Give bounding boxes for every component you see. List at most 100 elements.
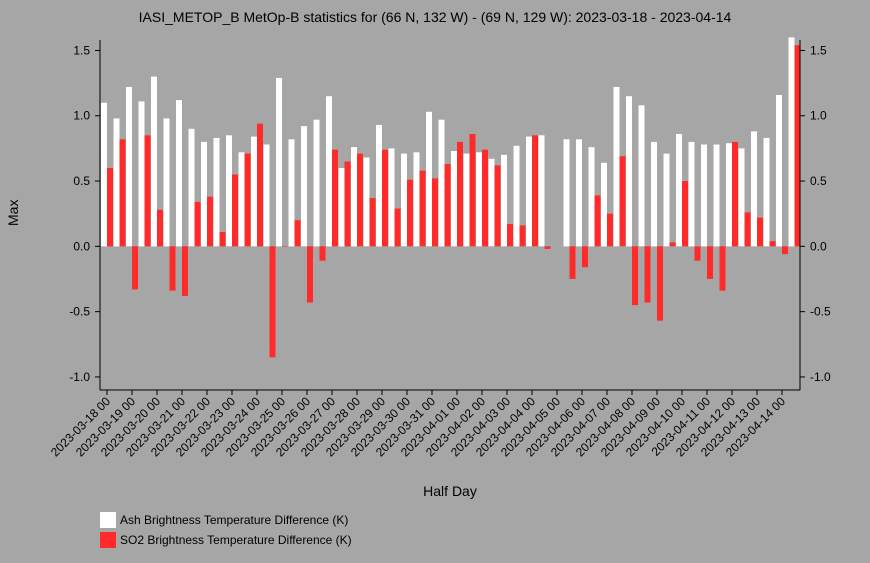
bar-ash-11 [238,152,245,247]
y-tick-label-right-4: 1.0 [810,109,827,123]
bar-ash-3 [138,101,145,247]
bar-ash-43 [638,105,645,247]
bar-so2-17 [319,246,326,261]
bar-ash-0 [101,102,107,247]
bar-so2-55 [794,45,801,247]
y-tick-label-right-2: 0.0 [810,239,827,253]
bar-so2-49 [719,246,726,291]
legend: Ash Brightness Temperature Difference (K… [100,512,352,552]
bar-ash-29 [463,153,470,247]
bar-ash-23 [388,148,395,247]
bar-so2-24 [407,179,413,247]
bar-ash-50 [726,143,732,247]
bar-ash-51 [738,148,745,247]
legend-item-so2: SO2 Brightness Temperature Difference (K… [100,532,352,548]
y-tick-label-right-5: 1.5 [810,43,827,57]
bar-ash-31 [488,158,495,247]
bar-ash-48 [701,144,707,247]
bar-so2-19 [344,161,351,247]
bar-ash-44 [651,141,657,247]
bar-ash-5 [163,118,170,247]
bar-ash-10 [226,135,232,247]
bar-ash-55 [788,37,795,247]
bar-so2-47 [694,246,701,261]
bar-so2-53 [769,241,776,247]
legend-swatch-so2 [100,532,116,548]
bar-so2-41 [619,156,626,247]
bar-so2-18 [332,149,338,247]
bar-ash-52 [751,131,757,247]
bar-so2-9 [219,232,226,247]
bar-ash-21 [363,157,370,247]
bar-so2-0 [107,168,113,247]
bar-so2-46 [682,181,688,247]
bar-ash-13 [263,144,270,247]
bar-ash-35 [538,135,545,247]
bar-ash-7 [188,128,195,247]
bar-ash-46 [676,134,682,247]
bar-so2-28 [457,141,463,247]
bar-so2-35 [544,246,551,249]
bar-ash-9 [213,137,220,247]
bar-ash-1 [113,118,120,247]
bar-ash-2 [126,87,132,247]
bar-so2-42 [632,246,638,306]
bar-ash-12 [251,136,257,247]
bar-ash-28 [451,151,457,247]
legend-label-ash: Ash Brightness Temperature Difference (K… [120,513,349,527]
bar-ash-22 [376,124,382,247]
bar-so2-52 [757,217,763,247]
bar-so2-22 [382,149,388,247]
legend-label-so2: SO2 Brightness Temperature Difference (K… [120,533,352,547]
bar-so2-21 [369,198,376,247]
bar-so2-10 [232,174,238,247]
bar-so2-32 [507,224,513,247]
bar-so2-5 [169,246,176,291]
bar-so2-25 [419,170,426,247]
bar-ash-24 [401,153,407,247]
bar-so2-50 [732,141,738,247]
bar-so2-6 [182,246,188,296]
bar-ash-16 [301,126,307,247]
bar-so2-30 [482,149,488,247]
bar-ash-32 [501,154,507,247]
bar-ash-26 [426,111,432,247]
bar-ash-20 [351,147,357,247]
bar-ash-27 [438,119,445,247]
bar-so2-54 [782,246,788,255]
y-tick-label-left-1: -0.5 [69,305,90,319]
bar-so2-34 [532,135,538,247]
bar-ash-19 [338,168,345,247]
bar-so2-16 [307,246,313,303]
legend-item-ash: Ash Brightness Temperature Difference (K… [100,512,352,528]
bar-so2-33 [519,225,526,247]
bar-ash-40 [601,162,607,247]
bar-so2-37 [569,246,576,279]
bar-so2-29 [469,134,476,247]
bar-ash-6 [176,100,182,247]
bar-ash-47 [688,141,695,247]
bar-ash-25 [413,152,420,247]
bar-ash-54 [776,94,782,247]
bar-so2-45 [669,242,676,247]
bar-ash-39 [588,147,595,247]
bar-ash-14 [276,77,282,247]
bar-so2-38 [582,246,588,268]
bar-ash-49 [713,144,720,247]
bar-ash-53 [763,137,770,247]
bar-so2-40 [607,213,613,247]
y-tick-label-right-3: 0.5 [810,174,827,188]
y-tick-label-left-4: 1.0 [73,109,90,123]
bar-ash-42 [626,96,632,247]
bar-so2-23 [394,208,401,247]
y-tick-label-left-0: -1.0 [69,370,90,384]
bar-ash-17 [313,119,320,247]
y-tick-label-left-2: 0.0 [73,239,90,253]
bar-ash-34 [526,136,532,247]
x-axis-label: Half Day [423,483,477,499]
bar-so2-20 [357,153,363,247]
bar-ash-18 [326,96,332,247]
y-tick-label-left-3: 0.5 [73,174,90,188]
bar-so2-13 [269,246,276,358]
